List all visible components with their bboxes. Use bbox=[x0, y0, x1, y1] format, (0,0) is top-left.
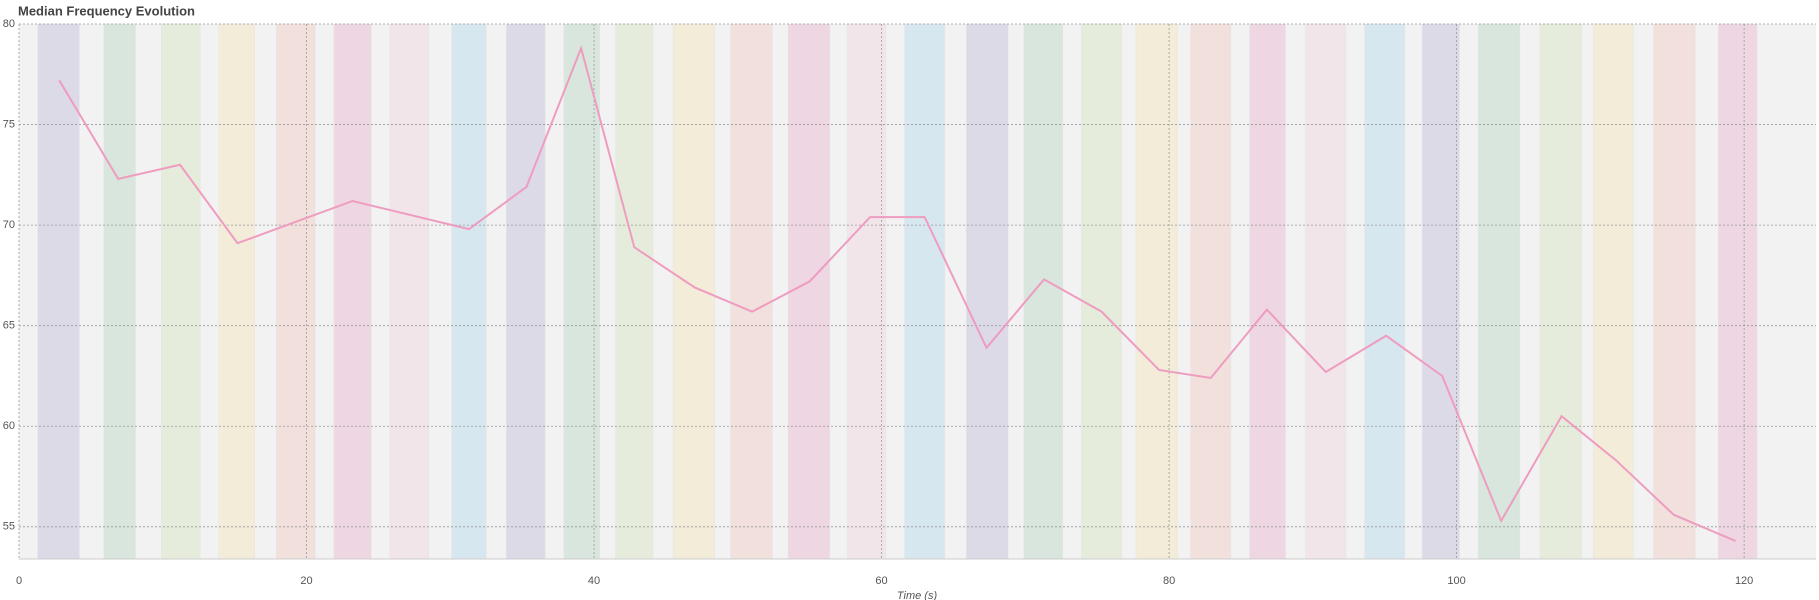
region bbox=[672, 23, 716, 560]
x-axis-label: Time (s) bbox=[897, 590, 938, 600]
region bbox=[276, 23, 316, 560]
region bbox=[730, 23, 773, 560]
region bbox=[451, 23, 487, 560]
region bbox=[1023, 23, 1063, 560]
region bbox=[506, 23, 546, 560]
region bbox=[1249, 23, 1286, 560]
region bbox=[1477, 23, 1521, 560]
region bbox=[1135, 23, 1178, 560]
region bbox=[966, 23, 1009, 560]
region bbox=[37, 23, 80, 560]
region bbox=[1421, 23, 1460, 560]
region bbox=[1364, 23, 1406, 560]
region bbox=[1717, 23, 1758, 560]
y-tick-label: 80 bbox=[3, 18, 15, 30]
region bbox=[846, 23, 887, 560]
region bbox=[389, 23, 429, 560]
x-tick-label: 80 bbox=[1163, 575, 1175, 587]
region bbox=[787, 23, 831, 560]
region bbox=[1653, 23, 1696, 560]
y-tick-label: 75 bbox=[3, 118, 15, 130]
region bbox=[161, 23, 201, 560]
x-tick-label: 100 bbox=[1447, 575, 1465, 587]
region bbox=[904, 23, 946, 560]
region bbox=[1190, 23, 1232, 560]
region bbox=[1539, 23, 1582, 560]
region bbox=[1305, 23, 1347, 560]
x-tick-label: 120 bbox=[1735, 575, 1753, 587]
region bbox=[615, 23, 654, 560]
region bbox=[1081, 23, 1122, 560]
x-tick-label: 0 bbox=[16, 575, 22, 587]
x-tick-label: 60 bbox=[875, 575, 887, 587]
region bbox=[1592, 23, 1634, 560]
region bbox=[218, 23, 256, 560]
y-tick-label: 60 bbox=[3, 420, 15, 432]
y-tick-label: 65 bbox=[3, 320, 15, 332]
region bbox=[333, 23, 372, 560]
data-line bbox=[58, 44, 1736, 542]
y-tick-label: 55 bbox=[3, 521, 15, 533]
x-tick-label: 20 bbox=[300, 575, 312, 587]
region bbox=[103, 23, 136, 560]
y-tick-label: 70 bbox=[3, 219, 15, 231]
x-tick-label: 40 bbox=[588, 575, 600, 587]
chart-title: Median Frequency Evolution bbox=[18, 3, 195, 18]
